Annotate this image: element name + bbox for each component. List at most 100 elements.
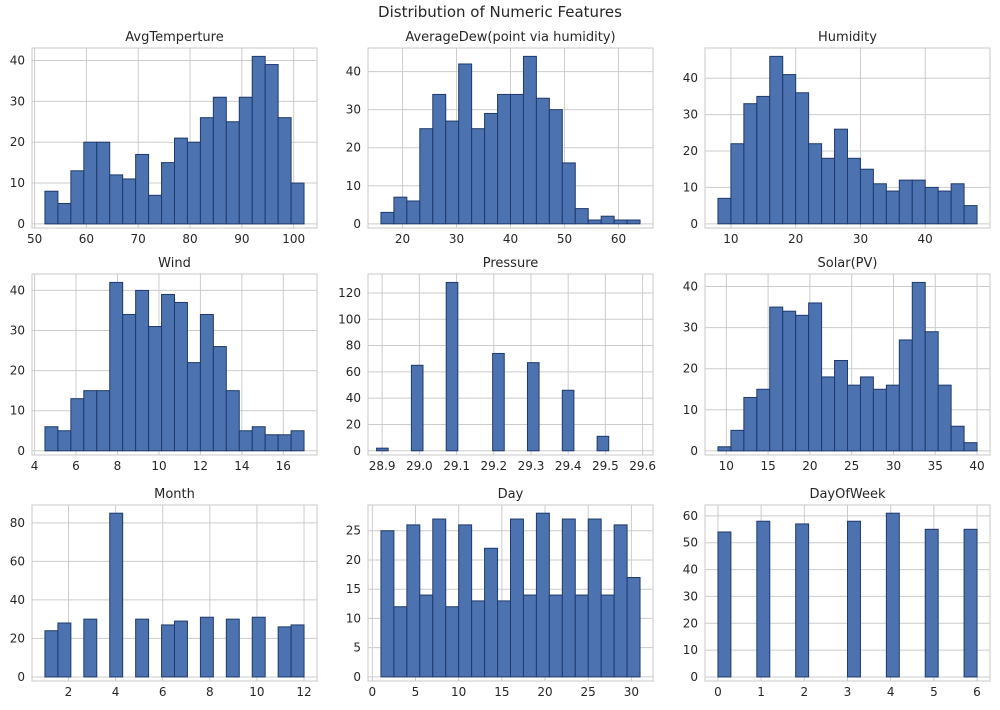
histogram-bar	[135, 153, 150, 225]
histogram-bar	[277, 117, 292, 225]
histogram-bar	[847, 384, 861, 452]
subplot-humidity: 10 20 30 40 0 10 20 30 40 Humidity	[683, 30, 991, 246]
histogram-bar	[70, 398, 85, 452]
y-tick-label: 30	[10, 324, 25, 338]
histogram-bar	[834, 359, 848, 452]
histogram-bar	[872, 183, 887, 225]
x-tick-label: 29.4	[555, 459, 582, 473]
x-tick-label: 4	[31, 459, 39, 473]
axes-background	[368, 274, 653, 455]
histogram-bar	[199, 313, 214, 452]
y-tick-label: 40	[346, 391, 361, 405]
y-tick-label: 30	[683, 321, 698, 335]
x-tick-label: 10	[719, 459, 734, 473]
x-tick-label: 0	[368, 685, 376, 699]
y-tick-label: 40	[683, 71, 698, 85]
x-tick-label: 29.3	[518, 459, 545, 473]
x-tick-label: 10	[723, 232, 738, 246]
y-tick-label: 0	[690, 444, 698, 458]
histogram-bar	[924, 528, 939, 678]
y-tick-label: 20	[683, 144, 698, 158]
histogram-bar	[432, 518, 447, 678]
histogram-bar	[769, 55, 784, 225]
histogram-bar	[492, 352, 505, 452]
x-tick-label: 14	[234, 459, 249, 473]
histogram-bar	[290, 430, 305, 452]
axes-border	[704, 273, 991, 456]
histogram-bar	[264, 64, 279, 225]
histogram-bar	[795, 314, 810, 452]
histogram-bar	[600, 215, 615, 225]
axes-border	[31, 47, 318, 229]
y-tick-label: 20	[10, 135, 25, 149]
x-tick-label: 20	[537, 685, 552, 699]
histogram-bar	[238, 96, 253, 225]
histogram-bar	[277, 626, 292, 678]
histogram-bar	[44, 630, 59, 678]
x-tick-label: 3	[844, 685, 852, 699]
x-tick-label: 29.6	[629, 459, 656, 473]
histogram-bar	[70, 170, 85, 225]
y-tick-label: 10	[346, 179, 361, 193]
y-tick-label: 0	[17, 444, 25, 458]
x-tick-label: 2	[800, 685, 808, 699]
histogram-bar	[574, 594, 589, 678]
histogram-bar	[135, 618, 150, 678]
y-tick-label: 40	[10, 593, 25, 607]
x-tick-label: 15	[760, 459, 775, 473]
histogram-bar	[484, 547, 499, 678]
histogram-bar	[57, 622, 72, 678]
y-tick-label: 10	[683, 643, 698, 657]
x-tick-label: 29.2	[480, 459, 507, 473]
y-tick-label: 20	[683, 362, 698, 376]
x-tick-label: 29.1	[443, 459, 470, 473]
x-tick-label: 15	[494, 685, 509, 699]
histogram-bar	[83, 141, 98, 225]
subplot-title: AverageDew(point via humidity)	[405, 30, 615, 45]
y-tick-label: 0	[353, 217, 361, 231]
histogram-bar	[924, 331, 939, 452]
histogram-bar	[109, 512, 124, 678]
histogram-bar	[199, 117, 214, 225]
y-tick-label: 40	[10, 54, 25, 68]
histogram-bar	[730, 429, 745, 452]
histogram-bar	[174, 301, 188, 452]
y-tick-label: 20	[683, 616, 698, 630]
histogram-bar	[393, 196, 408, 225]
histogram-bar	[808, 143, 823, 225]
histogram-bar	[406, 200, 421, 225]
axes-border	[704, 504, 991, 682]
axes-border	[367, 504, 654, 682]
histogram-bar	[950, 183, 965, 225]
histogram-bar	[148, 194, 163, 225]
figure-title: Distribution of Numeric Features	[378, 3, 622, 21]
histogram-bar	[484, 112, 499, 225]
histogram-bar	[522, 55, 537, 225]
y-tick-label: 5	[353, 641, 361, 655]
subplot-title: DayOfWeek	[809, 487, 886, 502]
y-tick-label: 0	[17, 670, 25, 684]
histogram-bar	[510, 93, 524, 225]
histogram-bar	[898, 339, 913, 452]
histogram-bar	[148, 326, 163, 452]
histogram-bar	[600, 594, 615, 678]
y-tick-label: 40	[683, 280, 698, 294]
x-tick-label: 90	[234, 232, 249, 246]
x-tick-label: 6	[159, 685, 167, 699]
histogram-bar	[795, 523, 810, 678]
x-tick-label: 4	[112, 685, 120, 699]
histogram-bar	[376, 447, 389, 452]
histogram-bar	[497, 600, 511, 678]
x-tick-label: 60	[611, 232, 626, 246]
histogram-bar	[109, 281, 124, 452]
histogram-bar	[277, 434, 292, 452]
histogram-bar	[561, 389, 575, 452]
histogram-bar	[251, 426, 266, 452]
histogram-bar	[522, 594, 537, 678]
histogram-bar	[596, 435, 610, 452]
histogram-bar	[743, 103, 758, 225]
x-tick-label: 10	[451, 685, 466, 699]
x-tick-label: 20	[788, 232, 803, 246]
